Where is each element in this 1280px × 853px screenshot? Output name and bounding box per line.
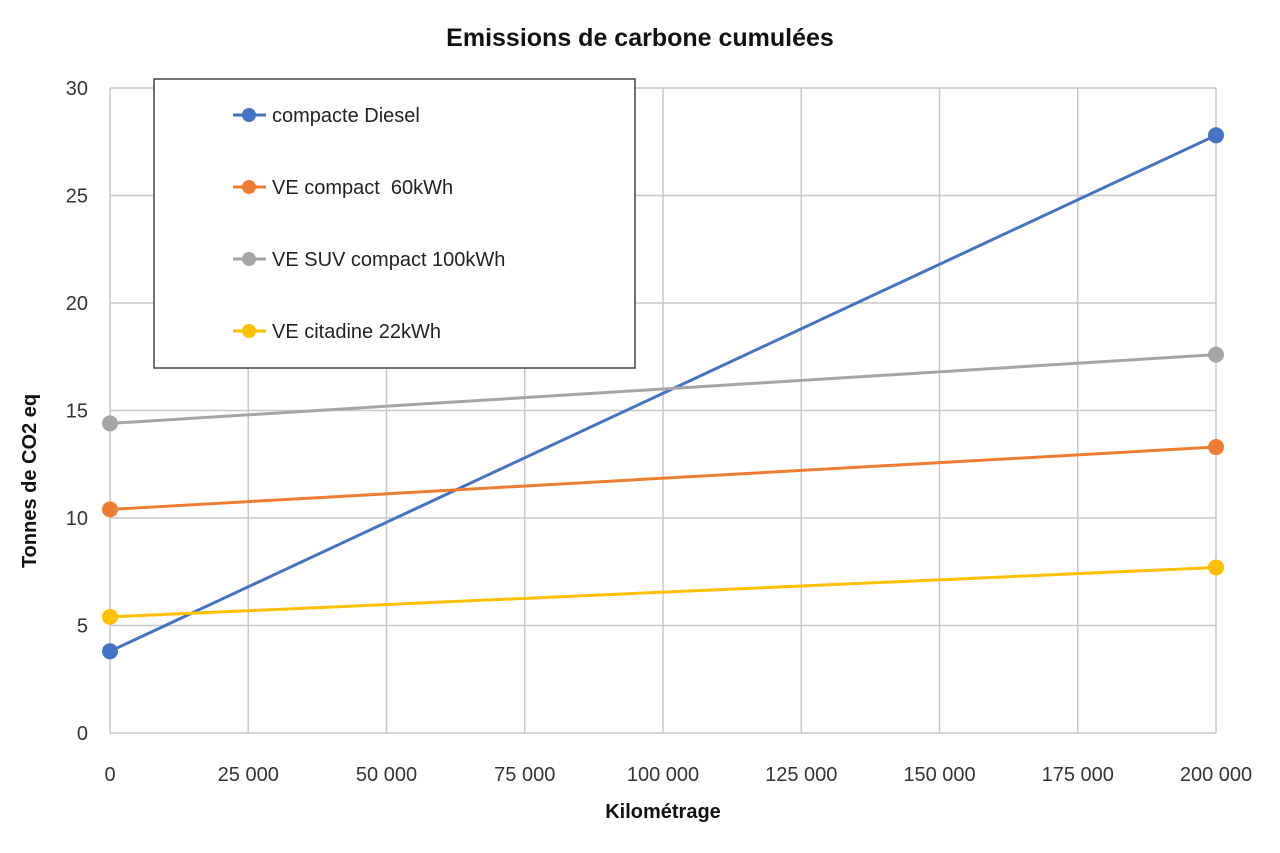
x-tick-label: 75 000 <box>494 764 555 786</box>
y-tick-label: 10 <box>66 508 88 530</box>
legend: compacte Diesel VE compact 60kWh VE SUV co… <box>153 78 636 369</box>
y-tick-label: 5 <box>77 616 88 638</box>
legend-label: compacte Diesel <box>272 105 420 127</box>
x-tick-label: 150 000 <box>903 764 975 786</box>
y-tick-label: 0 <box>77 723 88 745</box>
data-point <box>102 501 118 518</box>
series-line <box>109 353 1217 425</box>
series-line <box>109 133 1217 653</box>
data-point <box>1208 559 1224 576</box>
legend-item: VE citadine 22kWh <box>233 321 441 343</box>
data-point <box>1208 346 1224 363</box>
legend-item: VE compact 60kWh <box>233 177 453 199</box>
y-axis-ticks: 0 5 10 15 20 25 30 <box>66 78 88 745</box>
legend-box <box>153 78 636 369</box>
data-point <box>1208 127 1224 144</box>
series-3 <box>102 559 1224 625</box>
legend-label: VE compact 60kWh <box>272 177 453 199</box>
data-point <box>102 643 118 660</box>
x-tick-label: 200 000 <box>1180 764 1252 786</box>
data-point <box>102 608 118 625</box>
legend-swatch-marker <box>242 324 256 338</box>
y-tick-label: 25 <box>66 186 88 208</box>
legend-swatch-marker <box>242 108 256 122</box>
data-point <box>102 415 118 432</box>
legend-item: compacte Diesel <box>233 105 420 127</box>
series-2 <box>102 346 1224 432</box>
legend-label: VE citadine 22kWh <box>272 321 441 343</box>
series-0 <box>102 127 1224 660</box>
data-point <box>1208 439 1224 456</box>
series-1 <box>102 439 1224 518</box>
legend-item: VE SUV compact 100kWh <box>233 249 505 271</box>
legend-label: VE SUV compact 100kWh <box>272 249 505 271</box>
series-lines <box>102 127 1224 660</box>
y-tick-label: 15 <box>66 401 88 423</box>
series-line <box>109 565 1217 619</box>
x-axis-ticks: 0 25 000 50 000 75 000 100 000 125 000 150 000… <box>104 764 1252 786</box>
y-tick-label: 30 <box>66 78 88 100</box>
x-tick-label: 175 000 <box>1042 764 1114 786</box>
x-tick-label: 0 <box>104 764 115 786</box>
legend-swatch-marker <box>242 180 256 194</box>
chart-title: Emissions de carbone cumulées <box>446 24 834 52</box>
x-tick-label: 25 000 <box>218 764 279 786</box>
y-axis-title: Tonnes de CO2 eq <box>19 394 41 568</box>
x-tick-label: 125 000 <box>765 764 837 786</box>
y-tick-label: 20 <box>66 293 88 315</box>
x-axis-title: Kilométrage <box>605 801 721 823</box>
legend-swatch-marker <box>242 252 256 266</box>
x-tick-label: 100 000 <box>627 764 699 786</box>
x-tick-label: 50 000 <box>356 764 417 786</box>
series-line <box>109 445 1217 511</box>
